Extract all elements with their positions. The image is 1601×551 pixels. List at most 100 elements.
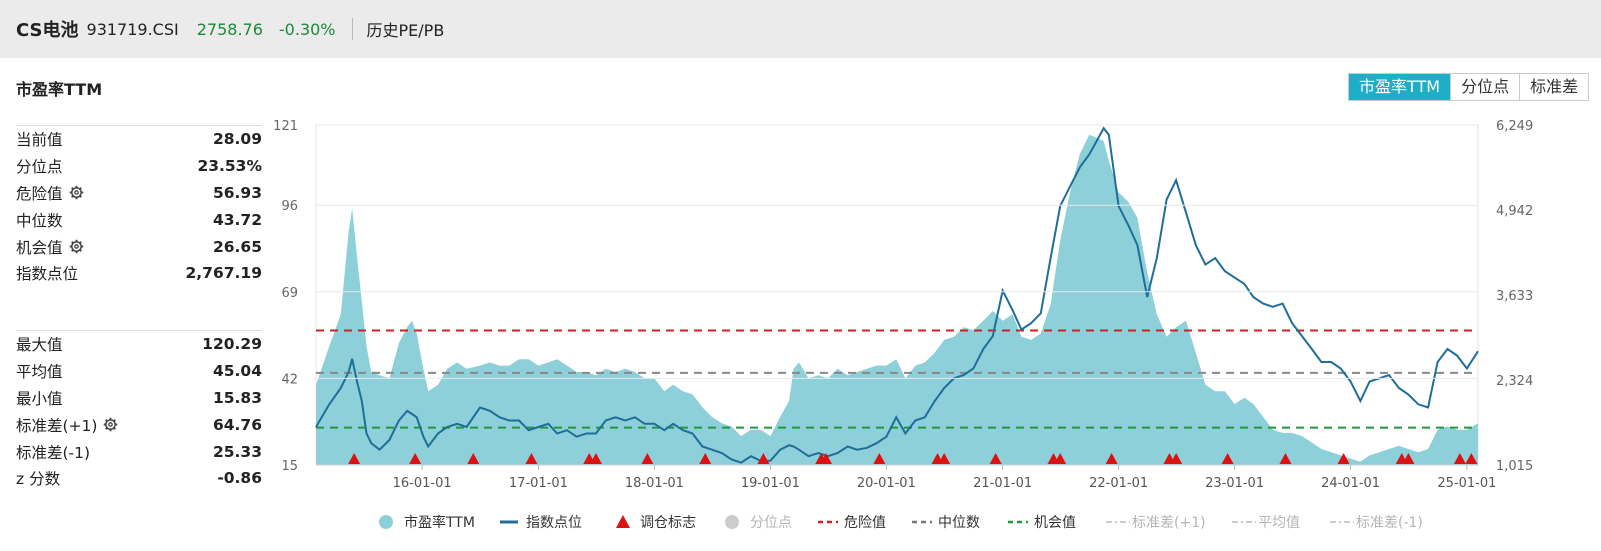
legend-label: 调仓标志 xyxy=(640,515,696,531)
stat-label-danger: 危险值 xyxy=(16,182,84,204)
legend-item[interactable]: 中位数 xyxy=(912,515,980,531)
stat-row-mean: 平均值 45.04 xyxy=(16,358,262,385)
legend-item[interactable]: 危险值 xyxy=(818,515,886,531)
rebalance-marker[interactable] xyxy=(1337,453,1350,464)
rebalance-marker[interactable] xyxy=(931,453,944,464)
stat-label-text: 分位点 xyxy=(16,158,63,177)
rebalance-marker[interactable] xyxy=(589,453,602,464)
rebalance-marker[interactable] xyxy=(1054,453,1067,464)
tab-std-dev[interactable]: 标准差 xyxy=(1519,74,1589,100)
rebalance-marker[interactable] xyxy=(409,453,422,464)
rebalance-marker[interactable] xyxy=(699,453,712,464)
rebalance-marker[interactable] xyxy=(819,453,832,464)
stat-label-text: 机会值 xyxy=(16,238,63,257)
x-tick-label: 20-01-01 xyxy=(857,476,916,491)
legend-item[interactable]: 调仓标志 xyxy=(616,515,696,531)
stat-value-current: 28.09 xyxy=(212,130,262,149)
legend-item[interactable]: 机会值 xyxy=(1008,515,1076,531)
rebalance-marker[interactable] xyxy=(348,453,361,464)
stat-value-index-level: 2,767.19 xyxy=(185,264,263,283)
y-right-tick: 3,633 xyxy=(1496,289,1533,304)
stat-label-std-minus-1: 标准差(-1) xyxy=(16,441,90,463)
rebalance-marker[interactable] xyxy=(815,453,828,464)
y-right-tick: 6,249 xyxy=(1496,119,1533,134)
rebalance-marker[interactable] xyxy=(1279,453,1292,464)
stat-value-z-score: -0.86 xyxy=(217,469,262,488)
index-change: -0.30% xyxy=(278,19,336,39)
legend-item[interactable]: 平均值 xyxy=(1232,515,1300,531)
legend-dot-icon xyxy=(379,515,393,529)
stat-value-percentile: 23.53% xyxy=(197,157,262,176)
legend-label: 市盈率TTM xyxy=(404,514,475,531)
stat-row-min: 最小值 15.83 xyxy=(16,385,262,412)
rebalance-marker[interactable] xyxy=(583,453,596,464)
plot-frame xyxy=(315,124,1479,466)
tab-pe-ttm[interactable]: 市盈率TTM xyxy=(1349,74,1451,100)
stat-value-max: 120.29 xyxy=(202,335,262,354)
y-right-tick: 4,942 xyxy=(1496,204,1533,219)
rebalance-marker[interactable] xyxy=(1465,453,1478,464)
stat-value-danger: 56.93 xyxy=(212,183,262,202)
legend-item[interactable]: 分位点 xyxy=(725,515,792,531)
x-tick-label: 17-01-01 xyxy=(509,476,568,491)
rebalance-marker[interactable] xyxy=(1047,453,1060,464)
rebalance-marker[interactable] xyxy=(1453,453,1466,464)
stat-row-current: 当前值 28.09 xyxy=(16,126,262,153)
stat-label-text: z 分数 xyxy=(16,470,61,489)
rebalance-marker[interactable] xyxy=(989,453,1002,464)
stat-label-text: 最大值 xyxy=(16,336,63,355)
stat-label-current: 当前值 xyxy=(16,128,63,150)
gear-icon[interactable] xyxy=(69,239,84,254)
section-title: 市盈率TTM xyxy=(16,80,103,99)
stat-value-min: 15.83 xyxy=(212,388,262,407)
tab-percentile[interactable]: 分位点 xyxy=(1450,74,1520,100)
rebalance-marker[interactable] xyxy=(641,453,654,464)
y-left-tick: 96 xyxy=(281,199,298,214)
y-axis-right: 1,015 2,324 3,633 4,942 6,249 xyxy=(1496,119,1533,474)
gear-icon[interactable] xyxy=(69,185,84,200)
index-name: CS电池 xyxy=(16,20,79,41)
stat-label-index-level: 指数点位 xyxy=(16,262,78,284)
x-tick-label: 24-01-01 xyxy=(1321,476,1380,491)
stat-label-percentile: 分位点 xyxy=(16,155,63,177)
rebalance-marker[interactable] xyxy=(1163,453,1176,464)
history-pe-pb-link[interactable]: 历史PE/PB xyxy=(366,21,445,40)
legend-item[interactable]: 指数点位 xyxy=(500,515,582,531)
rebalance-marker[interactable] xyxy=(1105,453,1118,464)
gear-icon[interactable] xyxy=(103,417,118,432)
rebalance-marker[interactable] xyxy=(1170,453,1183,464)
stat-value-opportunity: 26.65 xyxy=(212,237,262,256)
rebalance-marker[interactable] xyxy=(938,453,951,464)
grid-lines xyxy=(316,124,1478,466)
legend-item[interactable]: 标准差(-1) xyxy=(1330,515,1423,531)
stat-label-text: 指数点位 xyxy=(16,265,79,284)
x-tick-label: 19-01-01 xyxy=(741,476,800,491)
y-left-tick: 15 xyxy=(281,459,298,474)
stat-label-min: 最小值 xyxy=(16,387,63,409)
stat-value-std-minus-1: 25.33 xyxy=(212,442,262,461)
legend-item[interactable]: 标准差(+1) xyxy=(1106,515,1206,531)
rebalance-marker[interactable] xyxy=(757,453,770,464)
legend-item[interactable]: 市盈率TTM xyxy=(379,514,475,531)
y-right-tick: 2,324 xyxy=(1496,374,1533,389)
rebalance-marker[interactable] xyxy=(873,453,886,464)
rebalance-marker[interactable] xyxy=(525,453,538,464)
stat-label-opportunity: 机会值 xyxy=(16,236,84,258)
header-divider xyxy=(351,18,353,40)
stat-row-z-score: z 分数 -0.86 xyxy=(16,465,262,492)
rebalance-marker[interactable] xyxy=(467,453,480,464)
y-left-tick: 121 xyxy=(273,119,298,134)
x-tick-label: 18-01-01 xyxy=(625,476,684,491)
stats-panel-current: 当前值 28.09 分位点 23.53% 危险值 56.93 中位数 43.72 机会值 26.6… xyxy=(16,125,262,287)
x-tick-label: 23-01-01 xyxy=(1205,476,1264,491)
rebalance-marker[interactable] xyxy=(1221,453,1234,464)
legend-triangle-icon xyxy=(616,515,630,528)
rebalance-marker[interactable] xyxy=(1402,453,1415,464)
pe-ttm-area xyxy=(316,134,1478,465)
x-tick-label: 22-01-01 xyxy=(1089,476,1148,491)
rebalance-marker[interactable] xyxy=(1395,453,1408,464)
stat-label-std-plus-1: 标准差(+1) xyxy=(16,414,118,436)
stat-value-median: 43.72 xyxy=(212,210,262,229)
stat-label-mean: 平均值 xyxy=(16,360,63,382)
stat-row-median: 中位数 43.72 xyxy=(16,206,262,233)
